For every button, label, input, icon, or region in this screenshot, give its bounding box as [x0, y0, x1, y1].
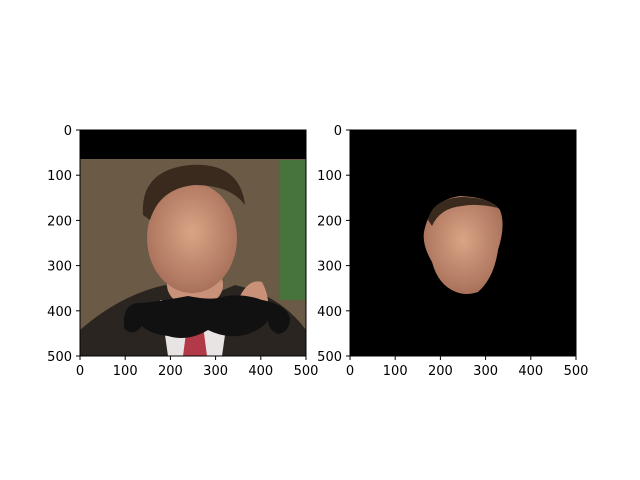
left-image-content: [80, 130, 306, 356]
top-black-band: [80, 130, 306, 159]
left-x-tick-label: 500: [294, 364, 319, 379]
right-x-tick-label: 100: [383, 364, 408, 379]
left-x-tick-label: 100: [113, 364, 138, 379]
flag-stripe: [280, 160, 306, 300]
right-x-tick-label: 400: [518, 364, 543, 379]
right-x-tick-label: 500: [564, 364, 589, 379]
right-image-axes: 0 100 200 300 400 500 0 100 200 300 400 500: [317, 124, 588, 379]
right-x-tick-label: 300: [473, 364, 498, 379]
mustache: [124, 295, 290, 338]
left-y-tick-label: 200: [47, 214, 72, 229]
right-y-tick-label: 100: [317, 169, 342, 184]
segmented-hair: [428, 197, 498, 226]
left-y-tick-label: 300: [47, 260, 72, 275]
left-axes-frame: [79, 129, 307, 357]
left-x-tick-label: 300: [203, 364, 228, 379]
right-axes-frame: [349, 129, 577, 357]
left-x-tick-label: 200: [158, 364, 183, 379]
left-y-tick-label: 0: [64, 124, 72, 139]
right-ticks: 0 100 200 300 400 500 0 100 200 300 400 500: [317, 124, 588, 379]
hair: [142, 164, 245, 220]
left-y-tick-label: 400: [47, 305, 72, 320]
right-y-tick-label: 400: [317, 305, 342, 320]
right-y-tick-label: 200: [317, 214, 342, 229]
right-y-tick-label: 300: [317, 260, 342, 275]
right-x-tick-label: 200: [428, 364, 453, 379]
right-y-tick-label: 0: [334, 124, 342, 139]
segmented-face: [423, 196, 503, 294]
left-x-tick-label: 0: [76, 364, 84, 379]
right-y-tick-label: 500: [317, 350, 342, 365]
left-ticks: 0 100 200 300 400 500 0 100 200 300 400 500: [47, 124, 318, 379]
left-y-tick-label: 100: [47, 169, 72, 184]
left-x-tick-label: 400: [248, 364, 273, 379]
left-y-tick-label: 500: [47, 350, 72, 365]
right-x-tick-label: 0: [346, 364, 354, 379]
right-image-content: [350, 130, 576, 356]
face: [147, 183, 237, 293]
left-image-axes: 0 100 200 300 400 500 0 100 200 300 400 500: [47, 124, 318, 379]
